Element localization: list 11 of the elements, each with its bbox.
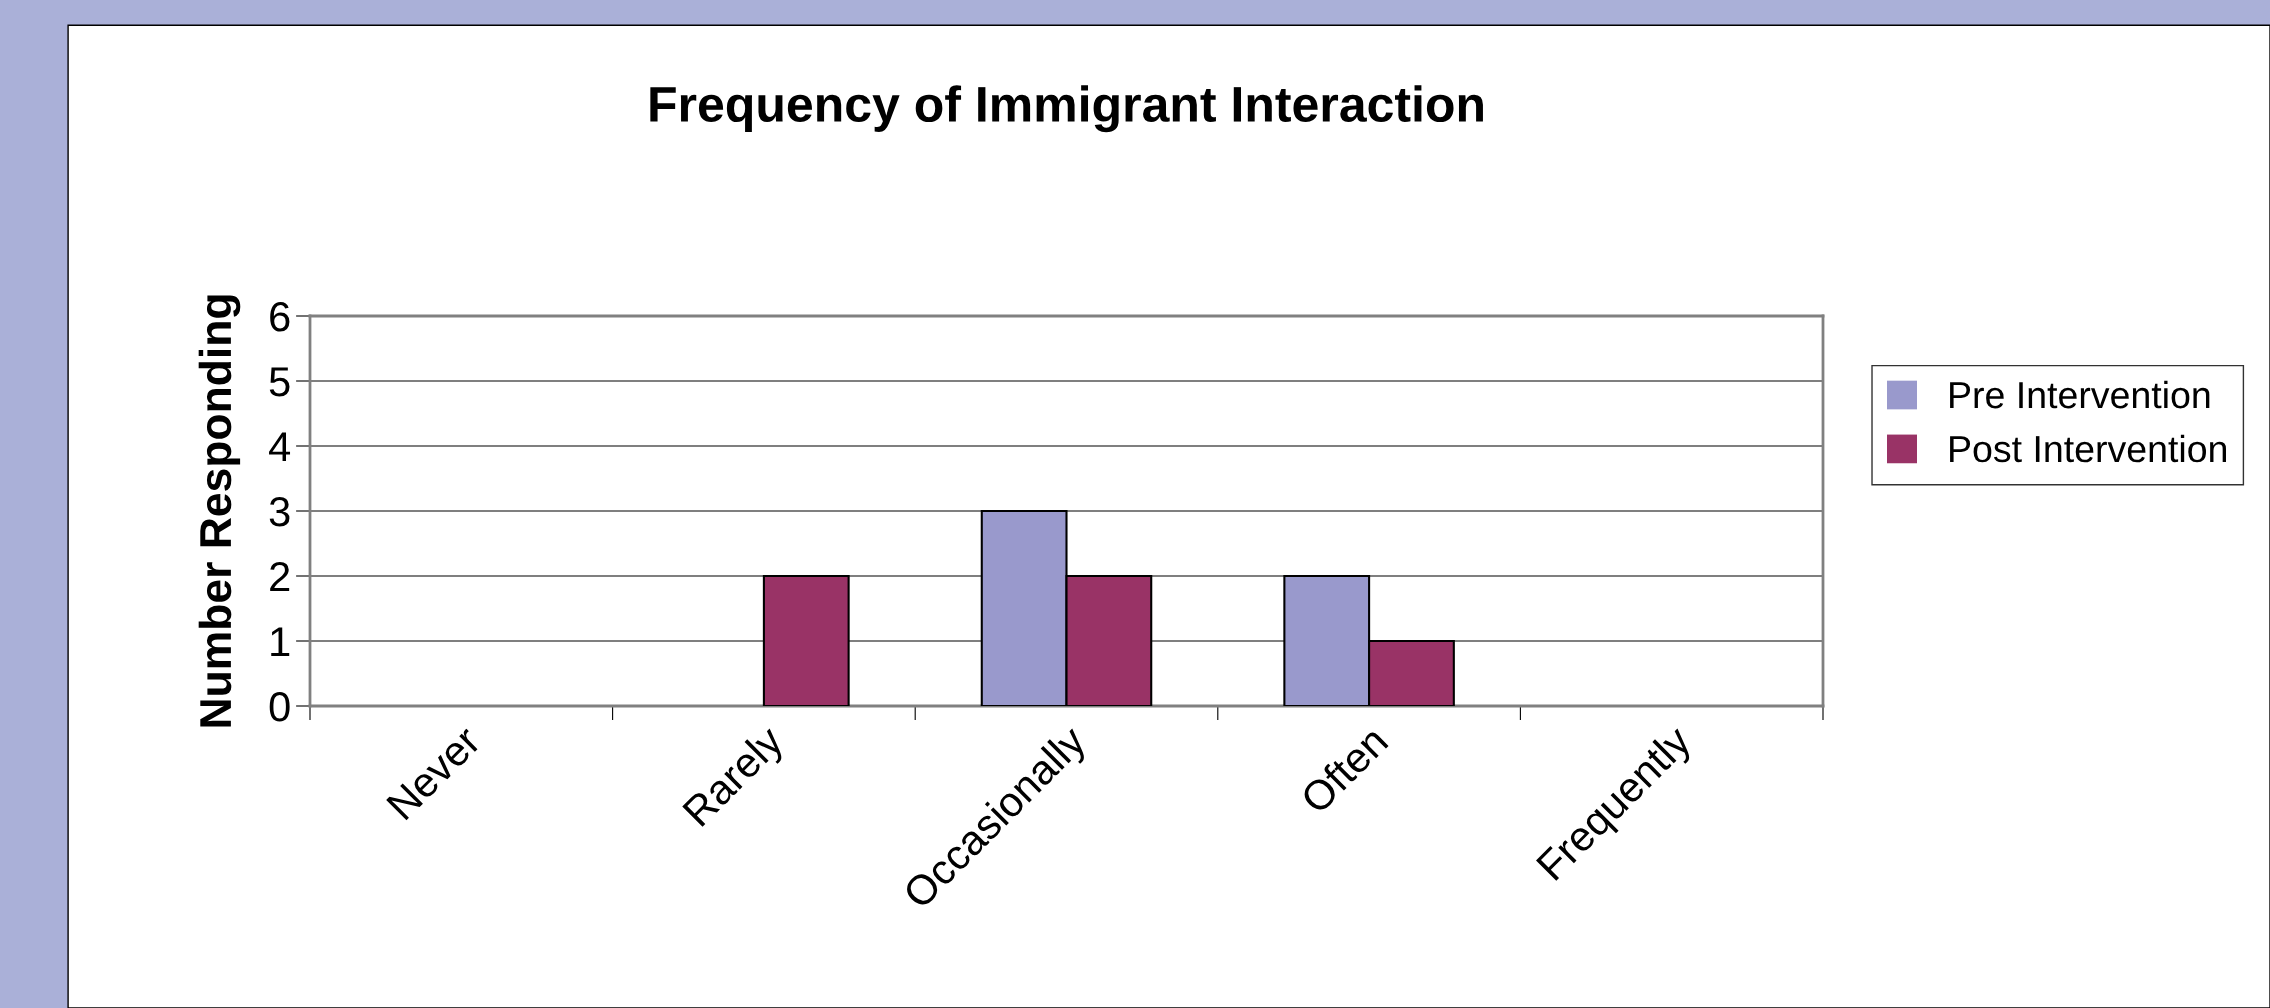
legend-label: Post Intervention xyxy=(1950,434,2226,463)
y-tick-label: 1 xyxy=(271,627,290,657)
chart-title: Frequency of Immigrant Interaction xyxy=(650,85,1483,133)
y-tick-label: 0 xyxy=(269,692,290,722)
y-tick-label: 5 xyxy=(269,367,290,397)
y-tick-label: 3 xyxy=(269,497,290,527)
y-axis-title: Number Responding xyxy=(198,295,241,727)
y-tick-label: 4 xyxy=(269,432,291,462)
y-tick-label: 6 xyxy=(270,302,290,332)
y-tick-label: 2 xyxy=(270,562,290,592)
legend-label: Pre Intervention xyxy=(1950,380,2210,409)
